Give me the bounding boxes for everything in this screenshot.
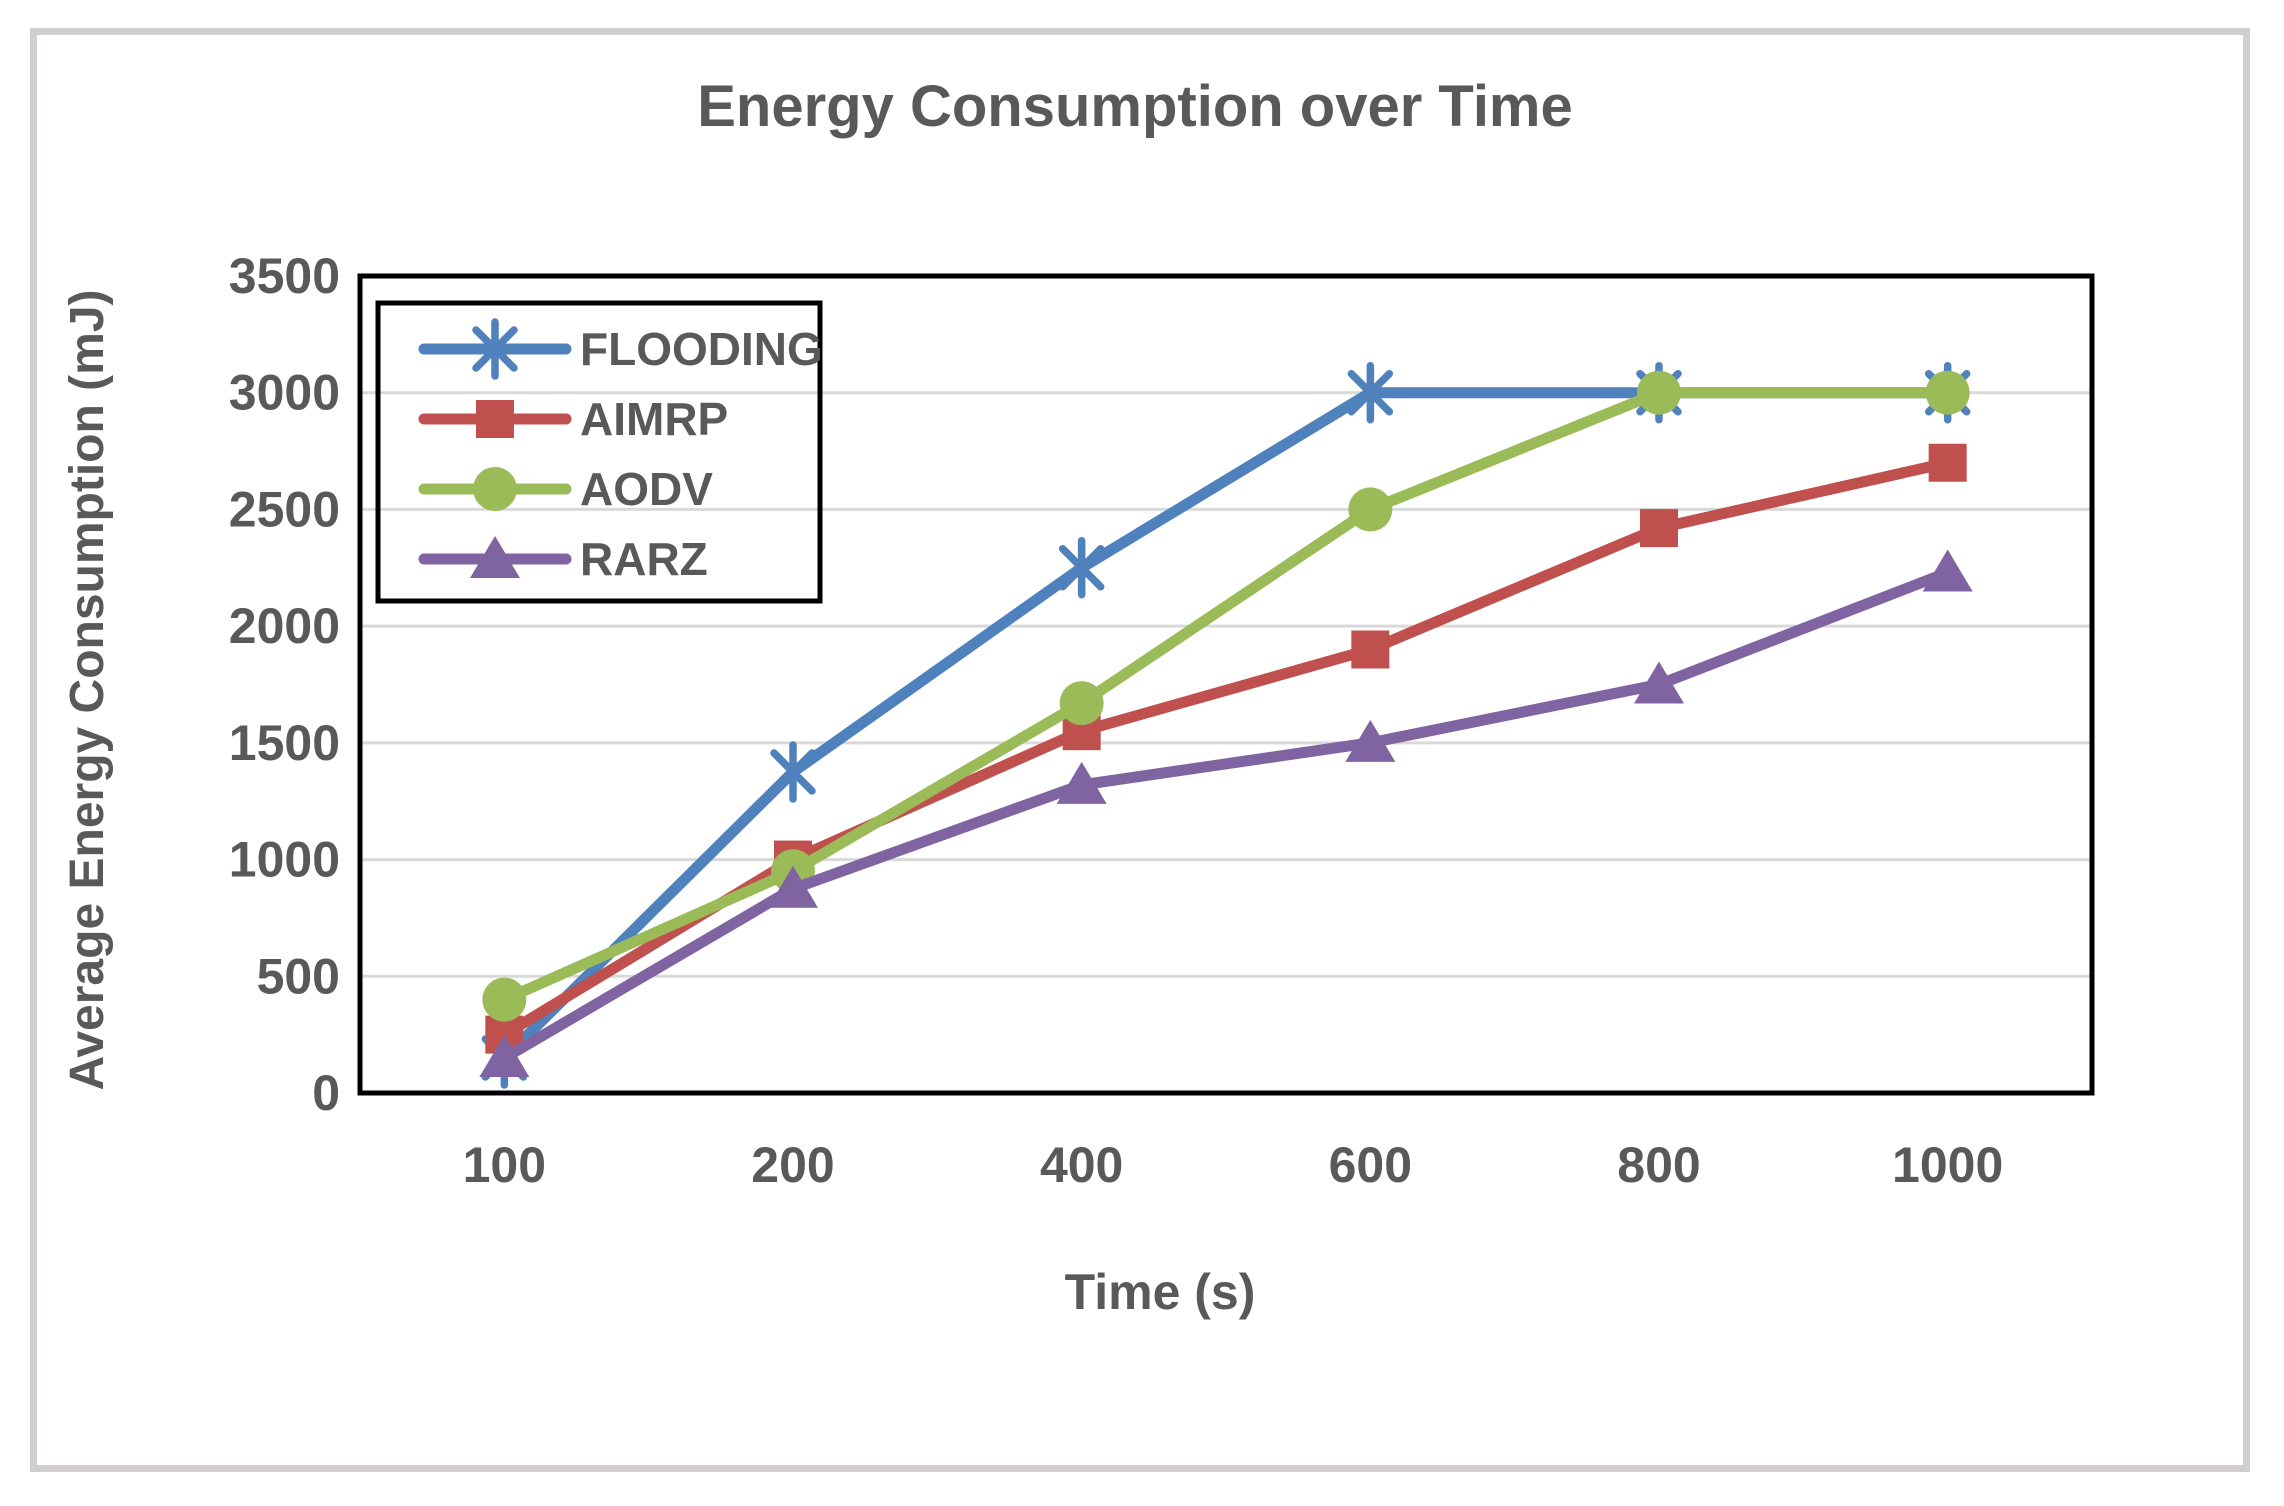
x-tick-label: 400 [1040, 1137, 1123, 1193]
y-tick-label: 3000 [229, 365, 340, 421]
y-tick-label: 500 [257, 948, 340, 1004]
series-line-rarz [498, 566, 1954, 1064]
series-line-aodv [498, 387, 1954, 1006]
asterisk-marker-icon [1347, 369, 1394, 416]
y-tick-label: 0 [312, 1065, 340, 1121]
y-tick-label: 3500 [229, 248, 340, 304]
square-marker-icon [1928, 443, 1967, 482]
series-line-aimrp [498, 457, 1954, 1041]
square-marker-icon [1640, 509, 1678, 548]
y-tick-label: 1500 [229, 715, 340, 771]
circle-marker-icon [482, 977, 527, 1022]
legend-label: AODV [580, 463, 713, 515]
circle-marker-icon [1925, 370, 1970, 415]
triangle-marker-icon [1922, 549, 1973, 592]
triangle-marker-icon [1634, 661, 1684, 704]
legend-label: FLOODING [580, 323, 823, 375]
x-tick-label: 600 [1329, 1137, 1412, 1193]
triangle-marker-icon [1345, 719, 1396, 762]
square-marker-icon [476, 400, 514, 438]
legend-label: RARZ [580, 533, 708, 585]
triangle-marker-icon [470, 536, 520, 578]
chart-title: Energy Consumption over Time [697, 74, 1573, 139]
y-tick-label: 2000 [229, 598, 340, 654]
plot-frame [357, 273, 2095, 1096]
circle-marker-icon [473, 467, 517, 511]
legend-box [375, 300, 823, 604]
triangle-marker-icon [768, 865, 818, 908]
asterisk-marker-icon [472, 326, 518, 372]
triangle-marker-icon [479, 1034, 530, 1077]
circle-marker-icon [1059, 681, 1104, 726]
asterisk-marker-icon [1058, 545, 1105, 591]
y-tick-label: 2500 [229, 481, 340, 537]
x-tick-label: 200 [751, 1137, 834, 1193]
figure-border [30, 28, 2250, 1472]
circle-marker-icon [1637, 370, 1681, 415]
asterisk-marker-icon [770, 749, 816, 795]
series-line-flooding [498, 387, 1954, 1064]
x-tick-label: 100 [463, 1137, 546, 1193]
y-tick-label: 1000 [229, 832, 340, 888]
legend-label: AIMRP [580, 393, 728, 445]
x-axis-title: Time (s) [1064, 1264, 1256, 1320]
triangle-marker-icon [1056, 761, 1107, 804]
circle-marker-icon [1348, 487, 1393, 532]
x-tick-label: 1000 [1892, 1137, 2003, 1193]
x-tick-label: 800 [1617, 1137, 1700, 1193]
square-marker-icon [1351, 630, 1390, 669]
